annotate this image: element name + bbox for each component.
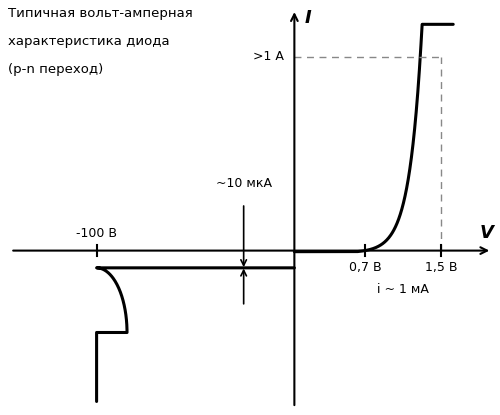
Text: V: V: [480, 224, 494, 242]
Text: I: I: [304, 9, 312, 27]
Text: характеристика диода: характеристика диода: [8, 35, 170, 48]
Text: 0,7 В: 0,7 В: [349, 261, 382, 274]
Text: >1 А: >1 А: [254, 50, 284, 63]
Text: -100 В: -100 В: [76, 227, 117, 240]
Text: ~10 мкА: ~10 мкА: [216, 177, 272, 190]
Text: 1,5 В: 1,5 В: [425, 261, 458, 274]
Text: (p-n переход): (p-n переход): [8, 63, 103, 76]
Text: Типичная вольт-амперная: Типичная вольт-амперная: [8, 7, 192, 20]
Text: i ~ 1 мА: i ~ 1 мА: [378, 283, 430, 296]
